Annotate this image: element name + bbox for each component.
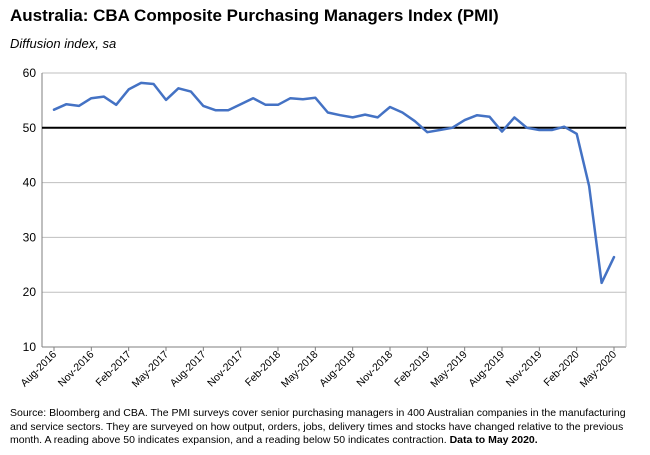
x-tick-label-Aug-2019: Aug-2019 — [466, 349, 507, 390]
y-tick-label-50: 50 — [23, 121, 37, 135]
x-axis-ticks: Aug-2016Nov-2016Feb-2017May-2017Aug-2017… — [18, 347, 619, 390]
x-tick-label-May-2020: May-2020 — [578, 349, 620, 391]
x-tick-label-Feb-2020: Feb-2020 — [542, 349, 582, 389]
y-tick-label-10: 10 — [23, 340, 37, 354]
x-tick-label-Feb-2019: Feb-2019 — [392, 349, 432, 389]
x-tick-label-Nov-2016: Nov-2016 — [56, 349, 97, 390]
x-tick-label-Nov-2019: Nov-2019 — [504, 349, 545, 390]
x-tick-label-Nov-2018: Nov-2018 — [354, 349, 395, 390]
footnote-emphasis: Data to May 2020. — [449, 434, 538, 446]
footnote-text: Source: Bloomberg and CBA. The PMI surve… — [10, 407, 626, 446]
x-tick-label-Aug-2016: Aug-2016 — [18, 349, 59, 390]
chart-title: Australia: CBA Composite Purchasing Mana… — [10, 6, 499, 25]
source-footnote: Source: Bloomberg and CBA. The PMI surve… — [10, 407, 642, 448]
x-tick-label-Aug-2017: Aug-2017 — [168, 349, 209, 390]
series-group — [52, 81, 616, 285]
y-tick-label-30: 30 — [23, 230, 37, 244]
x-tick-label-May-2017: May-2017 — [130, 349, 172, 391]
x-tick-label-Feb-2017: Feb-2017 — [94, 349, 134, 389]
x-tick-label-Feb-2018: Feb-2018 — [243, 349, 283, 389]
y-axis-ticks: 10 20 30 40 50 60 — [23, 66, 37, 354]
y-tick-label-60: 60 — [23, 66, 37, 80]
gridlines — [41, 72, 627, 348]
y-tick-label-40: 40 — [23, 176, 37, 190]
y-axis-unit-label: Diffusion index, sa — [10, 36, 117, 51]
series-line-0 — [52, 81, 616, 285]
x-tick-label-May-2019: May-2019 — [428, 349, 470, 391]
y-tick-label-20: 20 — [23, 285, 37, 299]
x-tick-label-May-2018: May-2018 — [279, 349, 321, 391]
x-tick-label-Aug-2018: Aug-2018 — [317, 349, 358, 390]
x-tick-label-Nov-2017: Nov-2017 — [205, 349, 246, 390]
